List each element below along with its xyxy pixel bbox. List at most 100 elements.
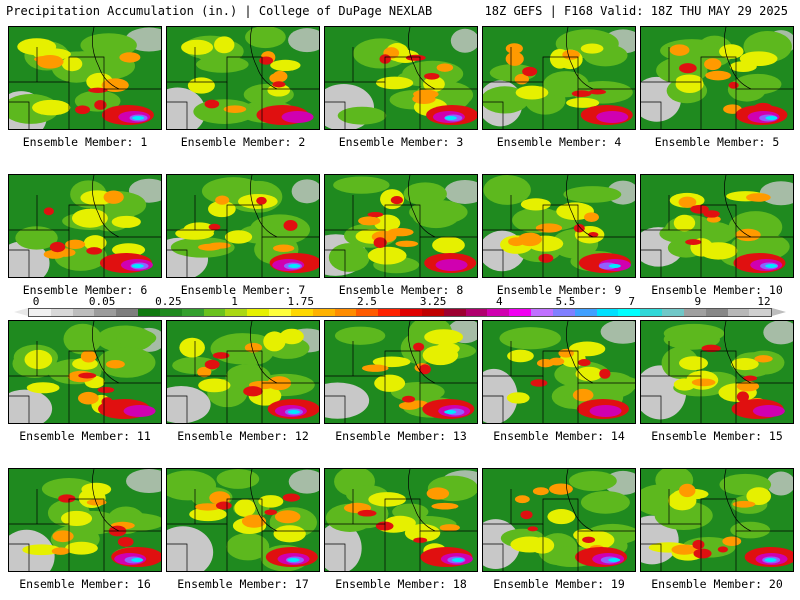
precip-field-9 <box>483 175 635 277</box>
map-title: Precipitation Accumulation (in.) | Colle… <box>6 4 433 18</box>
ensemble-map-2 <box>166 26 320 130</box>
colorbar-tick-label: 5.5 <box>555 295 576 308</box>
ensemble-map-20 <box>640 468 794 572</box>
colorbar-tick-label: 1 <box>231 295 238 308</box>
colorbar-swatch <box>662 309 684 316</box>
colorbar-swatch <box>312 309 335 316</box>
colorbar-tick-label: 3.25 <box>419 295 447 308</box>
ensemble-map-1 <box>8 26 162 130</box>
ensemble-map-14 <box>482 320 636 424</box>
precip-field-12 <box>167 321 319 423</box>
ensemble-map-18 <box>324 468 478 572</box>
ensemble-member-label: Ensemble Member: 10 <box>651 283 783 297</box>
ensemble-member-label: Ensemble Member: 3 <box>338 135 464 149</box>
ensemble-map-4 <box>482 26 636 130</box>
ensemble-member-label: Ensemble Member: 4 <box>496 135 622 149</box>
colorbar-tick-label: 1.75 <box>287 295 314 308</box>
precip-field-1 <box>9 27 161 129</box>
ensemble-map-19 <box>482 468 636 572</box>
ensemble-member-label: Ensemble Member: 16 <box>19 577 151 591</box>
precip-field-6 <box>9 175 161 277</box>
colorbar-swatch <box>269 309 291 316</box>
colorbar-swatch <box>749 309 772 316</box>
colorbar-swatch <box>225 309 248 316</box>
colorbar-tick-label: 0.05 <box>88 295 116 308</box>
colorbar-swatch <box>378 309 401 316</box>
colorbar-swatch <box>159 309 182 316</box>
colorbar-tick-label: 4 <box>495 295 503 308</box>
colorbar-tick-label: 9 <box>694 295 702 308</box>
ensemble-member-label: Ensemble Member: 9 <box>496 283 622 297</box>
ensemble-map-10 <box>640 174 794 278</box>
colorbar-swatch <box>487 309 510 316</box>
colorbar-swatch <box>509 309 532 316</box>
colorbar-swatch <box>247 309 270 316</box>
ensemble-member-label: Ensemble Member: 1 <box>22 135 148 149</box>
precip-field-20 <box>641 469 793 571</box>
colorbar-swatch <box>29 309 51 316</box>
colorbar-swatch <box>421 309 444 316</box>
precip-field-3 <box>325 27 477 129</box>
precip-colorbar <box>28 308 772 317</box>
precip-field-2 <box>167 27 319 129</box>
colorbar-swatch <box>400 309 422 316</box>
colorbar-swatch <box>72 309 95 316</box>
ensemble-member-label: Ensemble Member: 8 <box>338 283 464 297</box>
colorbar-swatch <box>705 309 728 316</box>
colorbar-swatch <box>465 309 488 316</box>
ensemble-member-label: Ensemble Member: 5 <box>654 135 780 149</box>
ensemble-map-16 <box>8 468 162 572</box>
ensemble-member-label: Ensemble Member: 6 <box>22 283 148 297</box>
colorbar-swatch <box>683 309 706 316</box>
colorbar-tick-label: 0 <box>32 295 40 308</box>
ensemble-member-label: Ensemble Member: 15 <box>651 429 783 443</box>
precip-field-8 <box>325 175 477 277</box>
colorbar-tick-label: 0.25 <box>155 295 182 308</box>
colorbar-swatch <box>596 309 619 316</box>
ensemble-map-7 <box>166 174 320 278</box>
ensemble-member-label: Ensemble Member: 12 <box>177 429 309 443</box>
colorbar-swatch <box>618 309 641 316</box>
colorbar-swatch <box>334 309 357 316</box>
colorbar-swatch <box>94 309 117 316</box>
precip-field-7 <box>167 175 319 277</box>
colorbar-swatch <box>727 309 750 316</box>
precip-field-16 <box>9 469 161 571</box>
colorbar-swatch <box>552 309 575 316</box>
ensemble-map-15 <box>640 320 794 424</box>
ensemble-map-5 <box>640 26 794 130</box>
precip-field-5 <box>641 27 793 129</box>
colorbar-tick-label: 7 <box>628 295 635 308</box>
colorbar-swatch <box>356 309 379 316</box>
colorbar-swatch <box>574 309 597 316</box>
ensemble-member-label: Ensemble Member: 19 <box>493 577 625 591</box>
ensemble-member-label: Ensemble Member: 14 <box>493 429 625 443</box>
precip-field-17 <box>167 469 319 571</box>
colorbar-tick-label: 12 <box>757 295 771 308</box>
ensemble-member-label: Ensemble Member: 2 <box>180 135 306 149</box>
precip-field-14 <box>483 321 635 423</box>
colorbar-max-arrow <box>772 308 786 316</box>
colorbar-swatch <box>290 309 313 316</box>
ensemble-member-label: Ensemble Member: 20 <box>651 577 783 591</box>
precip-field-11 <box>9 321 161 423</box>
ensemble-map-17 <box>166 468 320 572</box>
ensemble-member-label: Ensemble Member: 11 <box>19 429 151 443</box>
ensemble-map-9 <box>482 174 636 278</box>
ensemble-map-11 <box>8 320 162 424</box>
precip-field-4 <box>483 27 635 129</box>
precip-field-13 <box>325 321 477 423</box>
precip-field-15 <box>641 321 793 423</box>
precip-field-19 <box>483 469 635 571</box>
ensemble-member-label: Ensemble Member: 7 <box>180 283 306 297</box>
colorbar-tick-label: 2.5 <box>356 295 377 308</box>
ensemble-map-3 <box>324 26 478 130</box>
colorbar-min-arrow <box>14 308 28 316</box>
colorbar-swatch <box>116 309 139 316</box>
ensemble-member-label: Ensemble Member: 18 <box>335 577 467 591</box>
ensemble-member-label: Ensemble Member: 13 <box>335 429 467 443</box>
precip-field-10 <box>641 175 793 277</box>
ensemble-map-8 <box>324 174 478 278</box>
model-valid-time: 18Z GEFS | F168 Valid: 18Z THU MAY 29 20… <box>484 4 788 18</box>
colorbar-swatch <box>531 309 553 316</box>
